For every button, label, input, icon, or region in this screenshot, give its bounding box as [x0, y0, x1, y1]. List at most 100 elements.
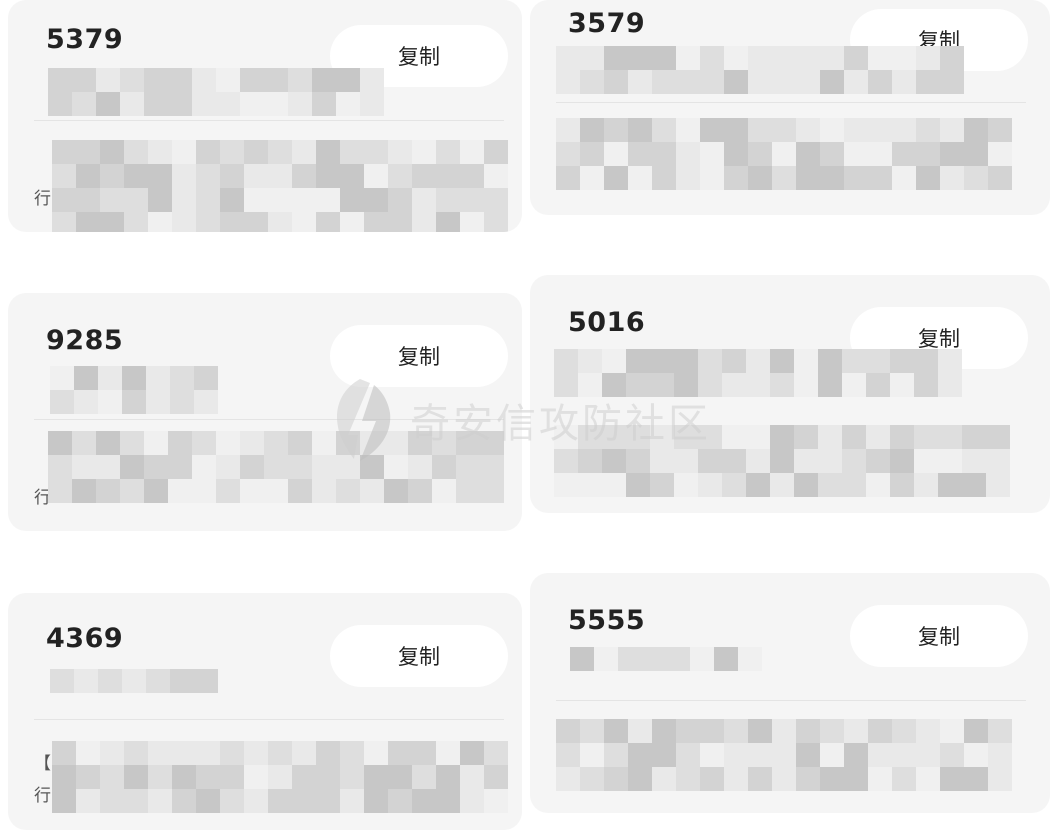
mosaic-cell	[842, 349, 866, 373]
mosaic-cell	[914, 373, 938, 397]
mosaic-cell	[268, 212, 292, 232]
mosaic-cell	[962, 473, 986, 497]
mosaic-cell	[144, 479, 168, 503]
mosaic-cell	[594, 647, 618, 671]
mosaic-cell	[818, 349, 842, 373]
mosaic-cell	[890, 449, 914, 473]
copy-button[interactable]: 复制	[850, 605, 1028, 667]
mosaic-cell	[340, 164, 364, 188]
mosaic-cell	[988, 767, 1012, 791]
mosaic-cell	[268, 789, 292, 813]
row-prefix-fragment: 行	[34, 786, 51, 806]
mosaic-cell	[292, 212, 316, 232]
mosaic-cell	[554, 425, 578, 449]
mosaic-cell	[52, 212, 76, 232]
mosaic-cell	[336, 92, 360, 116]
mosaic-cell	[556, 70, 580, 94]
card-code: 5016	[568, 307, 646, 338]
mosaic-cell	[244, 164, 268, 188]
mosaic-cell	[124, 741, 148, 765]
mosaic-cell	[268, 164, 292, 188]
mosaic-cell	[844, 142, 868, 166]
mosaic-cell	[964, 118, 988, 142]
mosaic-cell	[618, 647, 642, 671]
row-prefix-fragment: 行	[34, 488, 51, 508]
mosaic-cell	[172, 741, 196, 765]
mosaic-cell	[168, 431, 192, 455]
mosaic-cell	[914, 449, 938, 473]
mosaic-cell	[388, 789, 412, 813]
mosaic-cell	[168, 455, 192, 479]
copy-button[interactable]: 复制	[330, 325, 508, 387]
mosaic-cell	[674, 449, 698, 473]
mosaic-cell	[364, 789, 388, 813]
mosaic-cell	[76, 188, 100, 212]
mosaic-cell	[722, 449, 746, 473]
mosaic-cell	[72, 68, 96, 92]
mosaic-cell	[96, 479, 120, 503]
mosaic-cell	[844, 719, 868, 743]
copy-button[interactable]: 复制	[330, 625, 508, 687]
mosaic-cell	[412, 212, 436, 232]
mosaic-cell	[626, 473, 650, 497]
mosaic-cell	[892, 719, 916, 743]
mosaic-cell	[76, 212, 100, 232]
mosaic-cell	[360, 479, 384, 503]
mosaic-cell	[916, 118, 940, 142]
mosaic-cell	[388, 188, 412, 212]
mosaic-cell	[604, 46, 628, 70]
mosaic-cell	[866, 425, 890, 449]
mosaic-cell	[144, 92, 168, 116]
mosaic-cell	[48, 431, 72, 455]
mosaic-cell	[388, 140, 412, 164]
mosaic-cell	[220, 188, 244, 212]
mosaic-cell	[96, 455, 120, 479]
mosaic-cell	[336, 68, 360, 92]
mosaic-cell	[240, 92, 264, 116]
mosaic-cell	[652, 743, 676, 767]
mosaic-cell	[264, 431, 288, 455]
mosaic-cell	[626, 449, 650, 473]
mosaic-cell	[868, 743, 892, 767]
mosaic-cell	[192, 92, 216, 116]
mosaic-cell	[916, 142, 940, 166]
mosaic-cell	[172, 765, 196, 789]
mosaic-cell	[460, 789, 484, 813]
mosaic-cell	[580, 46, 604, 70]
mosaic-cell	[484, 741, 508, 765]
mosaic-cell	[794, 373, 818, 397]
mosaic-cell	[556, 118, 580, 142]
divider	[34, 419, 504, 420]
card-5555: 5555 复制	[530, 573, 1050, 813]
mosaic-cell	[676, 743, 700, 767]
mosaic-cell	[940, 166, 964, 190]
mosaic-cell	[288, 92, 312, 116]
mosaic-cell	[554, 449, 578, 473]
mosaic-cell	[96, 92, 120, 116]
mosaic-cell	[100, 164, 124, 188]
mosaic-cell	[148, 188, 172, 212]
mosaic-cell	[244, 140, 268, 164]
mosaic-cell	[580, 767, 604, 791]
mosaic-cell	[312, 455, 336, 479]
card-5379: 5379 复制 行	[8, 0, 522, 232]
mosaic-cell	[172, 212, 196, 232]
mosaic-cell	[770, 373, 794, 397]
mosaic-cell	[170, 390, 194, 414]
mosaic-cell	[844, 166, 868, 190]
mosaic-cell	[628, 142, 652, 166]
mosaic-cell	[892, 743, 916, 767]
mosaic-cell	[578, 425, 602, 449]
mosaic-cell	[74, 669, 98, 693]
mosaic-cell	[360, 431, 384, 455]
mosaic-cell	[604, 166, 628, 190]
mosaic-cell	[652, 166, 676, 190]
mosaic-cell	[316, 789, 340, 813]
mosaic-cell	[172, 140, 196, 164]
mosaic-cell	[818, 425, 842, 449]
mosaic-cell	[868, 118, 892, 142]
mosaic-cell	[580, 118, 604, 142]
pixelated-redaction	[50, 669, 218, 693]
mosaic-cell	[604, 118, 628, 142]
mosaic-cell	[626, 425, 650, 449]
